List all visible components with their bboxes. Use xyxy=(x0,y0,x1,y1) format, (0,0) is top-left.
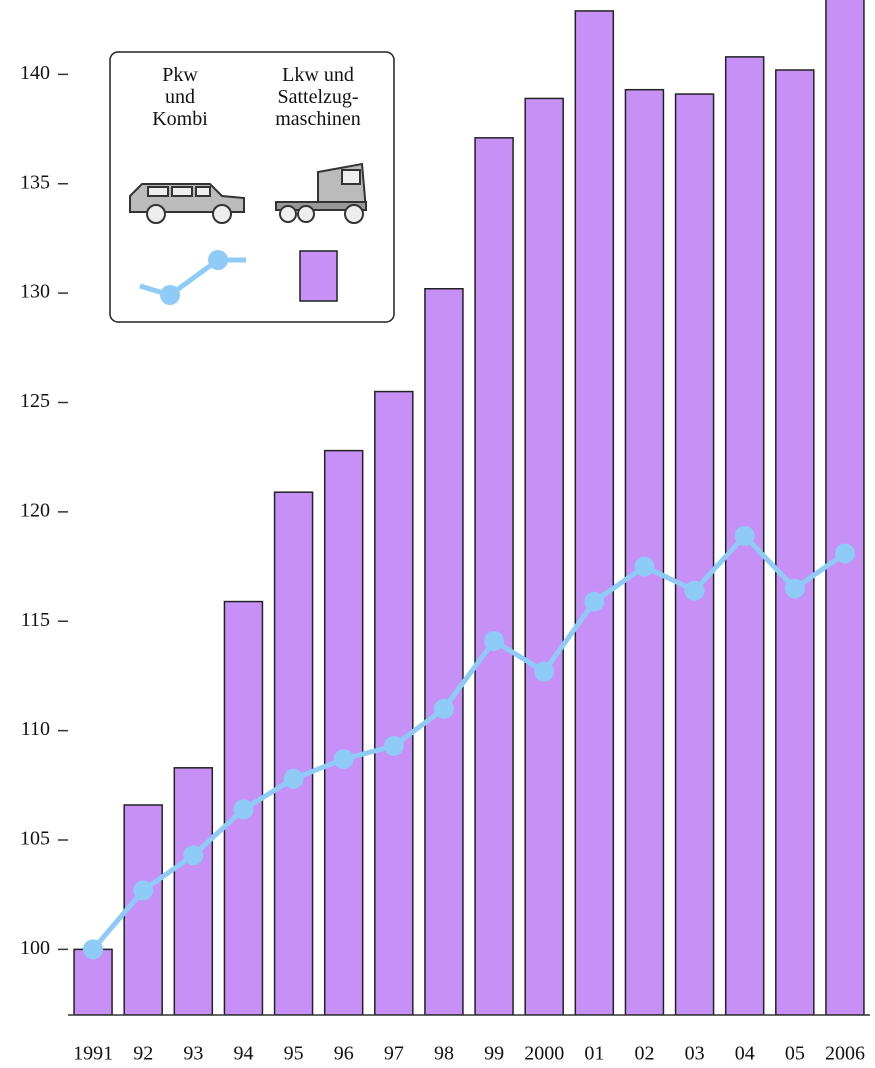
legend-label: Pkw und Kombi xyxy=(130,64,230,130)
line-marker xyxy=(334,749,354,769)
x-tick-label: 98 xyxy=(434,1043,454,1065)
x-tick-label: 97 xyxy=(384,1043,404,1065)
line-marker xyxy=(484,631,504,651)
y-tick-label: 135 xyxy=(20,171,50,193)
legend-marker xyxy=(160,285,180,305)
x-tick-label: 94 xyxy=(233,1043,253,1065)
x-tick-label: 03 xyxy=(685,1043,705,1065)
y-tick-label: 140 xyxy=(20,62,50,84)
x-tick-label: 96 xyxy=(334,1043,354,1065)
line-marker xyxy=(835,543,855,563)
line-marker xyxy=(434,699,454,719)
bar xyxy=(174,768,212,1015)
line-marker xyxy=(785,578,805,598)
x-tick-label: 04 xyxy=(735,1043,755,1065)
line-marker xyxy=(735,526,755,546)
bar xyxy=(776,70,814,1015)
line-marker xyxy=(284,769,304,789)
y-tick-label: 100 xyxy=(20,937,50,959)
bar xyxy=(325,451,363,1015)
page: 100 105 110 115 120 125 130 135 140 1991 92 93 94 95 9… xyxy=(0,0,875,1068)
line-marker xyxy=(233,799,253,819)
line-marker xyxy=(534,662,554,682)
x-tick-label: 95 xyxy=(284,1043,304,1065)
line-marker xyxy=(685,581,705,601)
bar xyxy=(275,492,313,1015)
line-marker xyxy=(584,592,604,612)
line-marker xyxy=(634,557,654,577)
y-tick-label: 120 xyxy=(20,499,50,521)
bar xyxy=(826,0,864,1015)
y-tick-label: 115 xyxy=(21,609,50,631)
bar xyxy=(124,805,162,1015)
x-tick-label: 05 xyxy=(785,1043,805,1065)
y-tick-label: 130 xyxy=(20,281,50,303)
bar xyxy=(575,11,613,1015)
legend-marker xyxy=(208,250,228,270)
line-marker xyxy=(133,880,153,900)
line-marker xyxy=(83,939,103,959)
x-tick-label: 2000 xyxy=(524,1043,564,1065)
bar xyxy=(375,392,413,1015)
y-tick-label: 125 xyxy=(20,390,50,412)
line-marker xyxy=(384,736,404,756)
bar xyxy=(525,98,563,1015)
y-tick-label: 110 xyxy=(21,718,50,740)
chart: 100 105 110 115 120 125 130 135 140 1991 92 93 94 95 9… xyxy=(0,0,875,1068)
x-tick-label: 92 xyxy=(133,1043,153,1065)
x-tick-label: 93 xyxy=(183,1043,203,1065)
line-marker xyxy=(183,845,203,865)
y-tick-label: 105 xyxy=(20,828,50,850)
bar xyxy=(425,289,463,1015)
x-tick-label: 02 xyxy=(634,1043,654,1065)
x-tick-label: 99 xyxy=(484,1043,504,1065)
bar xyxy=(625,90,663,1015)
bar xyxy=(676,94,714,1015)
legend-swatch xyxy=(300,251,337,301)
x-tick-label: 1991 xyxy=(73,1043,113,1065)
bar xyxy=(475,138,513,1015)
legend-label: Lkw und Sattelzug- maschinen xyxy=(256,64,380,130)
x-tick-label: 2006 xyxy=(825,1043,865,1065)
x-tick-label: 01 xyxy=(584,1043,604,1065)
